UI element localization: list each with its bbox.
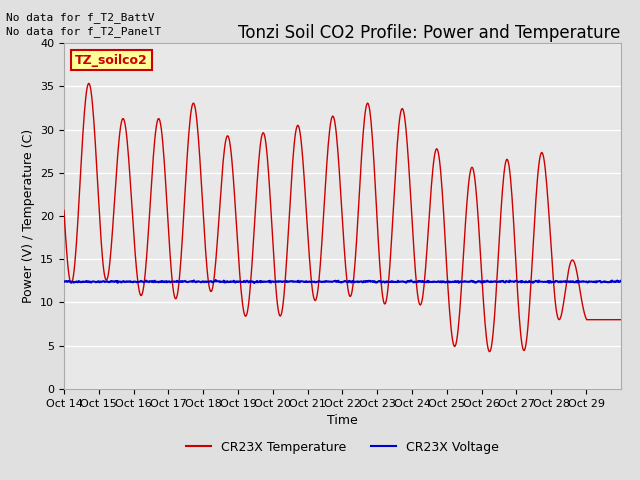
Text: Tonzi Soil CO2 Profile: Power and Temperature: Tonzi Soil CO2 Profile: Power and Temper… <box>239 24 621 42</box>
Text: No data for f_T2_BattV: No data for f_T2_BattV <box>6 12 155 23</box>
Legend: CR23X Temperature, CR23X Voltage: CR23X Temperature, CR23X Voltage <box>181 435 504 458</box>
Text: No data for f_T2_PanelT: No data for f_T2_PanelT <box>6 26 162 37</box>
Text: TZ_soilco2: TZ_soilco2 <box>75 54 148 67</box>
Y-axis label: Power (V) / Temperature (C): Power (V) / Temperature (C) <box>22 129 35 303</box>
X-axis label: Time: Time <box>327 414 358 427</box>
